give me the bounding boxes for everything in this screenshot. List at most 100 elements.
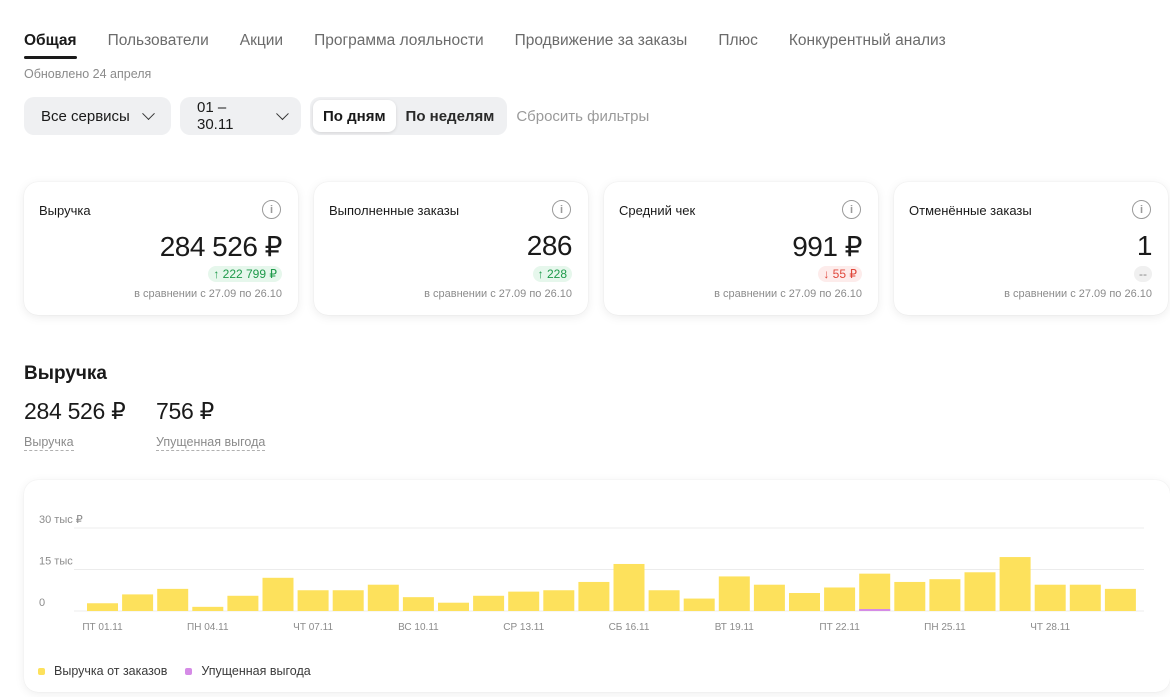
info-icon[interactable]: i [842,200,861,219]
kpi-title: Выручка [39,203,91,218]
info-icon[interactable]: i [552,200,571,219]
y-tick-label: 30 тыс ₽ [39,514,83,526]
kpi-compare-text: в сравнении с 27.09 по 26.10 [134,288,282,300]
kpi-card-completed-orders: Выполненные заказы i 286 ↑ 228 в сравнен… [314,182,588,315]
bar-revenue [613,563,645,611]
bar-revenue [1069,584,1101,611]
bar-revenue [227,595,259,611]
kpi-card-average-check: Средний чек i 991 ₽ ↓ 55 ₽ в сравнении с… [604,182,878,315]
chart-legend: Выручка от заказов Упущенная выгода [38,664,311,678]
revenue-chart-card: 30 тыс ₽ 15 тыс 0 ПТ 01.11 ПН 04.11 ЧТ 07.11 В… [24,480,1170,692]
revenue-total-value: 284 526 ₽ [24,398,126,424]
bar-revenue [859,573,891,611]
bar-revenue [367,584,399,611]
kpi-value: 991 ₽ [792,231,862,262]
bar-revenue [192,606,224,611]
by-weeks-button[interactable]: По неделям [405,107,495,125]
bar-revenue [438,602,469,611]
kpi-title: Отменённые заказы [909,203,1032,218]
x-tick-label: СР 13.11 [503,622,544,633]
bar-revenue [789,593,820,611]
x-tick-label: СБ 16.11 [609,622,650,633]
tab-order-promotion[interactable]: Продвижение за заказы [514,32,688,49]
bar-revenue [332,590,364,611]
y-tick-label: 0 [39,597,45,609]
revenue-section-title: Выручка [24,363,107,384]
bar-revenue [894,581,926,611]
y-tick-label: 15 тыс [39,556,73,568]
bar-revenue [683,598,715,611]
revenue-bar-chart: 30 тыс ₽ 15 тыс 0 ПТ 01.11 ПН 04.11 ЧТ 07.11 В… [39,514,1144,633]
bar-revenue [1104,588,1136,611]
legend-swatch-revenue [38,667,45,675]
bar-revenue [122,594,154,611]
bar-revenue [508,591,540,611]
x-tick-label: ПТ 01.11 [82,622,123,633]
kpi-compare-text: в сравнении с 27.09 по 26.10 [424,288,572,300]
bar-revenue [543,590,575,611]
bar-revenue [999,557,1031,611]
kpi-title: Средний чек [619,203,696,218]
tabs: Общая Пользователи Акции Программа лояль… [24,32,946,59]
legend-label-lost-profit: Упущенная выгода [201,664,311,678]
bar-revenue [929,579,961,611]
tab-competitor-analysis[interactable]: Конкурентный анализ [788,32,946,49]
bar-revenue [402,597,434,611]
filters-bar: Все сервисы 01 – 30.11 По дням По неделя… [24,97,649,135]
kpi-value: 1 [1136,230,1153,261]
bar-revenue [648,590,680,611]
x-tick-label: ВС 10.11 [398,622,439,633]
x-tick-label: ЧТ 07.11 [293,622,333,633]
legend-item-revenue[interactable]: Выручка от заказов [38,664,167,678]
bar-revenue [157,588,189,611]
bar-revenue [473,595,505,611]
bar-lost-profit [859,609,891,611]
kpi-card-cancelled-orders: Отменённые заказы i 1 -- в сравнении с 2… [894,182,1168,315]
services-select[interactable]: Все сервисы [24,97,171,135]
tab-general[interactable]: Общая [24,32,77,59]
bar-revenue [87,603,118,611]
lost-profit-value: 756 ₽ [156,398,214,424]
x-tick-label: ЧТ 28.11 [1030,622,1070,633]
bar-revenue [1034,584,1066,611]
info-icon[interactable]: i [1132,200,1151,219]
x-tick-label: ПН 04.11 [187,622,229,633]
date-range-label: 01 – 30.11 [197,99,234,133]
reset-filters-button[interactable]: Сбросить фильтры [516,107,650,125]
services-select-label: Все сервисы [41,107,130,125]
kpi-value: 284 526 ₽ [159,231,283,262]
kpi-compare-text: в сравнении с 27.09 по 26.10 [1004,288,1152,300]
updated-date: Обновлено 24 апреля [24,67,152,81]
bar-revenue [297,590,329,611]
bar-revenue [262,577,294,611]
lost-profit-label[interactable]: Упущенная выгода [156,435,266,451]
bar-revenue [964,572,996,611]
bar-revenue [718,576,750,611]
kpi-delta-badge: ↑ 228 [532,266,572,282]
info-icon[interactable]: i [262,200,281,219]
legend-item-lost-profit[interactable]: Упущенная выгода [185,664,311,678]
x-tick-label: ВТ 19.11 [715,622,755,633]
legend-label-revenue: Выручка от заказов [54,664,168,678]
date-range-select[interactable]: 01 – 30.11 [180,97,301,135]
bar-revenue [578,581,610,611]
bar-revenue [753,584,785,611]
kpi-title: Выполненные заказы [329,203,460,218]
chevron-down-icon [141,106,155,120]
tab-loyalty-program[interactable]: Программа лояльности [314,32,484,49]
kpi-delta-badge: ↓ 55 ₽ [818,266,862,282]
tab-plus[interactable]: Плюс [718,32,758,49]
x-tick-label: ПТ 22.11 [819,622,860,633]
revenue-total-label[interactable]: Выручка [24,435,74,451]
kpi-value: 286 [526,230,573,261]
kpi-card-revenue: Выручка i 284 526 ₽ ↑ 222 799 ₽ в сравне… [24,182,298,315]
x-tick-label: ПН 25.11 [924,622,966,633]
bar-revenue [824,587,856,611]
kpi-delta-badge: ↑ 222 799 ₽ [208,266,282,282]
period-toggle: По дням По неделям [310,97,508,135]
by-days-button[interactable]: По дням [313,100,396,132]
tab-promotions[interactable]: Акции [239,32,284,49]
kpi-compare-text: в сравнении с 27.09 по 26.10 [714,288,862,300]
tab-users[interactable]: Пользователи [107,32,209,49]
legend-swatch-lost-profit [185,667,193,675]
